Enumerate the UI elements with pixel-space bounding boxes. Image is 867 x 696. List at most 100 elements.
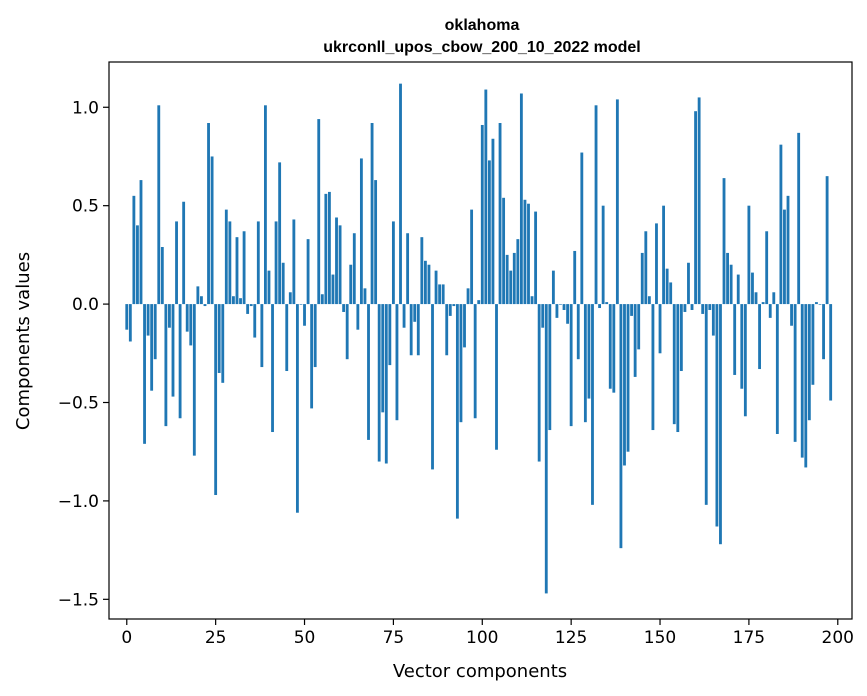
bar-87: [434, 270, 438, 305]
bar-177: [754, 292, 758, 305]
bar-161: [697, 97, 701, 305]
bar-55: [320, 294, 324, 305]
x-axis-label: Vector components: [393, 661, 567, 682]
y-axis-ticks: −1.5 −1.0 −0.5 0.0 0.5 1.0: [58, 98, 109, 610]
bar-78: [402, 304, 406, 328]
bar-99: [477, 300, 481, 305]
bar-53: [313, 304, 317, 368]
bar-147: [647, 296, 651, 305]
bar-194: [815, 302, 818, 305]
bar-130: [587, 304, 591, 399]
x-tick-label: 100: [466, 628, 498, 648]
bar-164: [708, 304, 712, 310]
bar-121: [555, 304, 559, 318]
bar-125: [569, 304, 573, 427]
bar-156: [679, 304, 683, 372]
bar-151: [662, 205, 665, 305]
bar-102: [487, 160, 491, 305]
bar-128: [580, 152, 584, 305]
bar-150: [658, 304, 662, 354]
bar-48: [295, 304, 299, 513]
bar-168: [722, 178, 726, 305]
bar-169: [726, 252, 729, 305]
bar-173: [740, 304, 744, 389]
bar-129: [583, 304, 587, 423]
bar-86: [431, 304, 434, 470]
bar-36: [253, 304, 257, 338]
bar-12: [168, 304, 171, 328]
bar-85: [427, 264, 431, 305]
bar-45: [285, 304, 289, 372]
y-tick-label: −1.0: [58, 492, 99, 512]
bar-90: [445, 304, 449, 356]
bar-107: [505, 254, 509, 305]
x-tick-label: 25: [205, 628, 227, 648]
y-axis-label: Components values: [13, 252, 34, 430]
bar-183: [775, 304, 779, 434]
bar-88: [438, 284, 442, 305]
bar-1: [128, 304, 132, 342]
bar-160: [694, 111, 697, 305]
bar-127: [576, 304, 580, 360]
bar-100: [480, 124, 484, 305]
bar-157: [683, 304, 687, 312]
bar-186: [786, 195, 790, 305]
bar-79: [406, 233, 410, 305]
bar-172: [736, 274, 740, 305]
bar-28: [224, 209, 228, 305]
bars-group: [125, 83, 833, 594]
bar-148: [651, 304, 655, 431]
bar-22: [203, 304, 207, 307]
bar-193: [811, 304, 815, 385]
bar-59: [335, 217, 338, 305]
bar-108: [509, 270, 513, 305]
bar-51: [306, 239, 310, 305]
plot-frame: [108, 61, 853, 620]
bar-75: [391, 221, 395, 305]
bar-3: [136, 225, 139, 305]
bar-155: [676, 304, 680, 433]
bar-101: [484, 89, 488, 305]
chart-title-line-2: ukrconll_upos_cbow_200_10_2022 model: [323, 39, 640, 56]
chart-title: oklahoma ukrconll_upos_cbow_200_10_2022 …: [323, 17, 640, 56]
bar-159: [690, 304, 694, 310]
bar-182: [772, 292, 776, 305]
bar-14: [175, 221, 178, 305]
bar-84: [423, 260, 427, 305]
bar-57: [327, 191, 331, 305]
bar-165: [711, 304, 715, 336]
bar-92: [452, 304, 456, 307]
bar-17: [185, 304, 189, 332]
bar-126: [573, 250, 577, 305]
bar-133: [598, 304, 602, 309]
bar-154: [672, 304, 676, 425]
bar-116: [537, 304, 541, 462]
bar-72: [381, 304, 385, 413]
bar-191: [804, 304, 808, 468]
bar-30: [232, 296, 235, 305]
bar-115: [534, 211, 538, 305]
x-axis-ticks: 0 25 50 75 100 125 150 175 200: [121, 619, 854, 648]
bar-106: [502, 197, 506, 305]
bar-9: [157, 105, 161, 305]
bar-27: [221, 304, 225, 383]
bar-178: [758, 304, 761, 370]
x-tick-label: 175: [733, 628, 765, 648]
bar-25: [214, 304, 218, 496]
bar-135: [605, 302, 609, 305]
x-tick-label: 200: [822, 628, 854, 648]
bar-117: [541, 304, 545, 328]
bar-131: [591, 304, 594, 505]
x-tick-label: 75: [383, 628, 405, 648]
bar-63: [349, 264, 353, 305]
x-tick-label: 50: [294, 628, 316, 648]
bar-149: [655, 223, 658, 305]
bar-162: [701, 304, 705, 314]
bar-163: [704, 304, 708, 505]
bar-180: [765, 231, 769, 305]
bar-139: [619, 304, 623, 549]
bar-167: [719, 304, 722, 545]
bar-143: [633, 304, 637, 377]
bar-71: [377, 304, 381, 462]
bar-13: [171, 304, 175, 397]
